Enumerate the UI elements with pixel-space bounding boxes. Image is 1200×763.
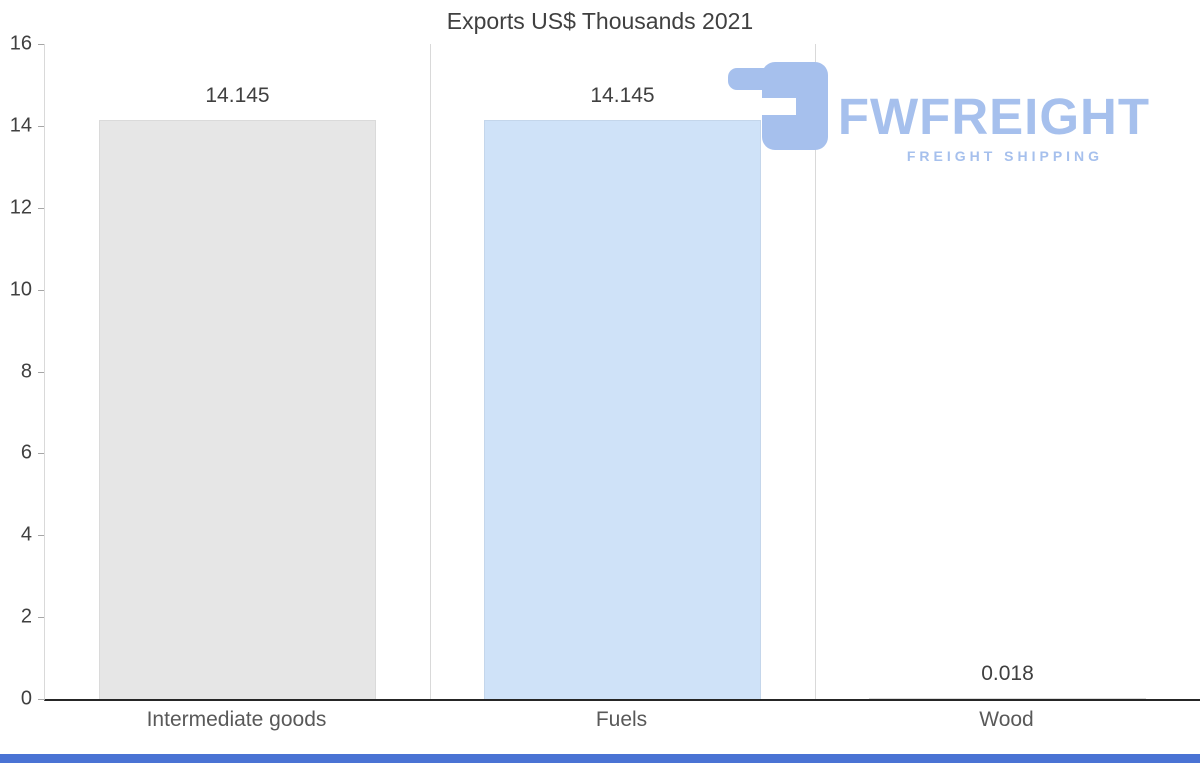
y-tick-mark xyxy=(38,207,44,209)
y-tick-mark xyxy=(38,617,44,619)
x-category-label: Wood xyxy=(979,708,1034,731)
footer-accent-bar xyxy=(0,754,1200,763)
y-axis: 0 2 4 6 8 10 12 14 16 xyxy=(0,33,44,710)
y-tick-label: 4 xyxy=(20,523,32,546)
y-tick-label: 2 xyxy=(20,605,32,628)
y-tick-mark xyxy=(38,125,44,127)
y-tick-mark xyxy=(38,289,44,291)
category-column: 14.145 xyxy=(430,44,815,699)
bar xyxy=(868,698,1147,699)
gridline xyxy=(815,44,816,699)
y-tick-mark xyxy=(38,535,44,537)
bar xyxy=(98,119,377,699)
x-category-label: Fuels xyxy=(595,708,648,731)
y-tick-label: 12 xyxy=(9,196,32,219)
y-tick-label: 8 xyxy=(20,360,32,382)
bar-value-label: 14.145 xyxy=(590,83,655,107)
y-tick-label: 14 xyxy=(9,114,32,137)
x-axis-labels: Intermediate goods Fuels Wood xyxy=(44,708,1199,732)
y-tick-mark xyxy=(38,371,44,373)
y-tick-mark xyxy=(38,453,44,455)
y-tick-label: 10 xyxy=(9,278,32,301)
plot-area: 14.145 14.145 0.018 xyxy=(44,44,1200,701)
y-tick-label: 16 xyxy=(9,32,32,55)
category-column: 0.018 xyxy=(815,44,1200,699)
bar xyxy=(483,119,762,699)
y-tick-mark xyxy=(38,44,44,45)
bar-value-label: 0.018 xyxy=(981,662,1034,686)
y-tick-mark xyxy=(38,699,44,700)
y-tick-label: 0 xyxy=(20,687,32,710)
y-tick-label: 6 xyxy=(20,441,32,464)
category-column: 14.145 xyxy=(45,44,430,699)
chart-title: Exports US$ Thousands 2021 xyxy=(446,8,754,34)
bar-value-label: 14.145 xyxy=(205,83,270,107)
x-category-label: Intermediate goods xyxy=(146,708,327,731)
gridline xyxy=(430,44,431,699)
